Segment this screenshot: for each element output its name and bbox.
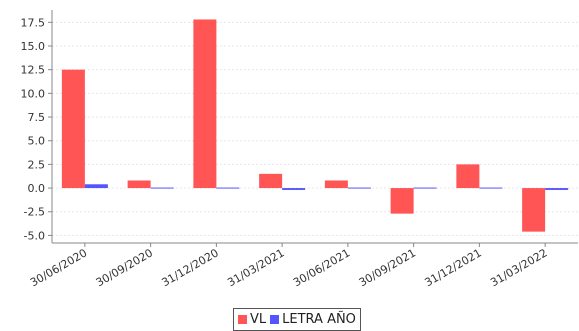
bar-vl-0 [61,69,85,189]
x-axis-ticks: 30/06/2020 30/09/2020 31/12/2020 31/03/2021… [28,243,550,289]
y-tick-label-1: -2.5 [24,206,45,219]
bar-vl-2 [193,19,217,189]
legend: VL LETRA AÑO [233,308,361,331]
bar-vl-1 [127,180,151,189]
bar-letra-ano-1 [150,187,174,189]
y-tick-label-0: -5.0 [24,229,45,242]
y-tick-label-3: 2.5 [28,158,46,171]
x-tick-label-1: 30/09/2020 [94,246,155,289]
x-tick-label-7: 31/03/2022 [488,246,549,289]
bar-letra-ano-5 [413,187,437,189]
y-tick-label-4: 5.0 [28,135,46,148]
bar-letra-ano-6 [479,187,503,189]
bar-letra-ano-3 [282,188,306,190]
bars [61,19,569,232]
legend-label-letra-ano: LETRA AÑO [282,312,356,327]
bar-letra-ano-4 [347,187,371,189]
legend-swatch-letra-ano [270,315,280,324]
x-tick-label-6: 31/12/2021 [422,246,483,289]
legend-swatch-vl [238,315,247,324]
bar-vl-5 [390,188,414,214]
bar-vl-3 [259,173,283,189]
x-tick-label-2: 31/12/2020 [159,246,220,289]
y-tick-label-7: 12.5 [21,64,46,77]
x-tick-label-0: 30/06/2020 [28,246,89,289]
legend-label-vl: VL [250,312,267,327]
bar-letra-ano-2 [216,187,240,189]
y-tick-label-9: 17.5 [21,16,46,29]
bar-vl-4 [324,180,348,189]
x-tick-label-5: 30/09/2021 [357,246,418,289]
legend-item-vl: VL [238,312,266,327]
bar-vl-6 [456,164,480,189]
plot-area [52,10,578,243]
x-tick-label-3: 31/03/2021 [225,246,286,289]
legend-item-letra-ano: LETRA AÑO [270,312,356,327]
bar-letra-ano-0 [84,184,108,189]
bar-letra-ano-7 [545,188,569,190]
y-axis-ticks: -5.0 -2.5 0.0 2.5 5.0 7.5 10.0 12.5 15.0 17.5 [21,16,52,242]
y-tick-label-6: 10.0 [21,87,46,100]
x-tick-label-4: 30/06/2021 [291,246,352,289]
y-tick-label-5: 7.5 [28,111,46,124]
y-tick-label-8: 15.0 [21,40,46,53]
bar-vl-7 [522,188,546,232]
y-tick-label-2: 0.0 [28,182,46,195]
